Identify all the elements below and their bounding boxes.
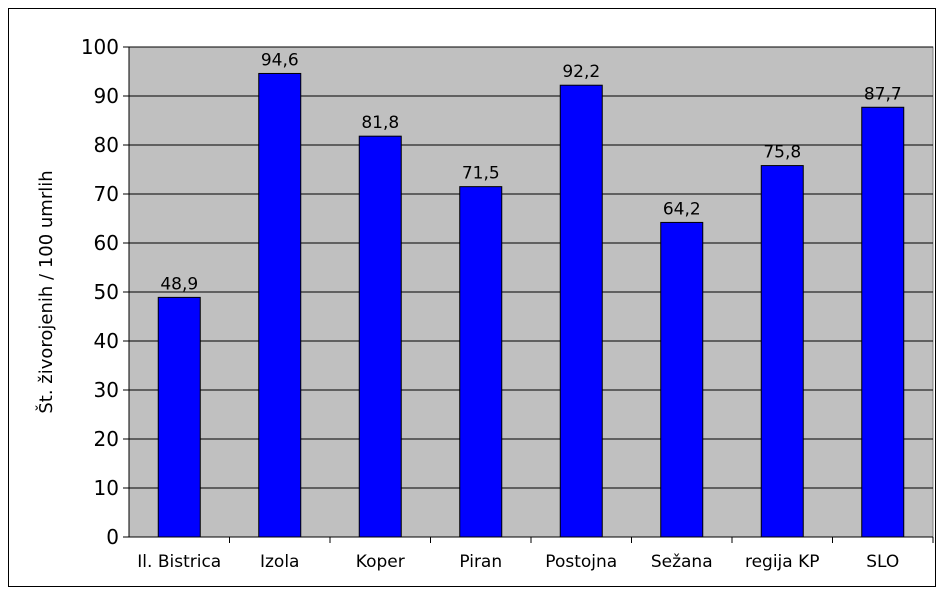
- y-axis-title: Št. živorojenih / 100 umrlih: [35, 170, 57, 413]
- x-tick-label: Izola: [260, 552, 299, 572]
- x-axis-ticks: Il. Bistrica Izola Koper Piran Postojna Sežan…: [137, 537, 934, 572]
- y-tick-label: 20: [94, 427, 119, 451]
- bar: [660, 221, 704, 538]
- y-tick-label: 10: [94, 476, 119, 500]
- data-label: 87,7: [864, 84, 902, 104]
- bar: [157, 296, 201, 538]
- y-tick-label: 70: [94, 182, 119, 206]
- x-tick-label: Il. Bistrica: [137, 552, 221, 572]
- y-tick-label: 100: [81, 35, 119, 59]
- x-tick-label: SLO: [866, 552, 899, 572]
- y-tick-label: 80: [94, 133, 119, 157]
- y-tick-label: 90: [94, 84, 119, 108]
- y-tick-label: 0: [106, 525, 119, 549]
- x-tick-label: Sežana: [651, 552, 713, 572]
- data-label: 71,5: [462, 164, 500, 184]
- bar: [760, 165, 804, 538]
- data-label: 81,8: [361, 113, 399, 133]
- bar: [258, 72, 302, 538]
- data-labels: 48,9 94,6 81,8 71,5 92,2 64,2 75,8 87,7: [160, 50, 901, 294]
- x-tick-label: Postojna: [545, 552, 617, 572]
- y-tick-label: 30: [94, 378, 119, 402]
- data-label: 94,6: [261, 50, 299, 70]
- data-label: 75,8: [763, 143, 801, 163]
- y-tick-label: 60: [94, 231, 119, 255]
- y-tick-label: 40: [94, 329, 119, 353]
- bar: [559, 84, 603, 538]
- x-tick-label: Koper: [356, 552, 405, 572]
- bar: [861, 106, 905, 538]
- data-label: 92,2: [562, 62, 600, 82]
- bar: [358, 135, 402, 538]
- x-tick-label: regija KP: [745, 552, 820, 572]
- y-axis-ticks: 0 10 20 30 40 50 60 70 80 90 100: [81, 35, 129, 549]
- data-label: 64,2: [663, 199, 701, 219]
- bar: [459, 186, 503, 538]
- x-tick-label: Piran: [459, 552, 502, 572]
- y-tick-label: 50: [94, 280, 119, 304]
- data-label: 48,9: [160, 274, 198, 294]
